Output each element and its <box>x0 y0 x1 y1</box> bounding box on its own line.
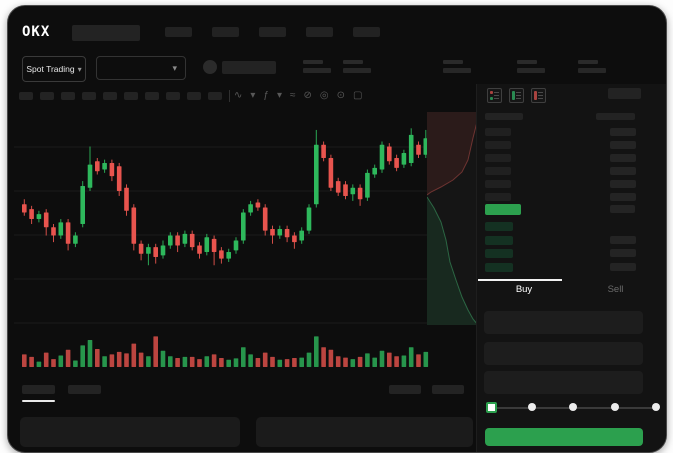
buy-submit-button[interactable] <box>485 428 643 446</box>
last-price-skeleton[interactable] <box>610 205 635 213</box>
ticker-stat <box>578 60 606 73</box>
book-all-icon[interactable] <box>487 88 502 103</box>
interval-button-skeleton[interactable] <box>40 92 54 100</box>
top-nav <box>165 27 380 37</box>
ask-row-skeleton[interactable] <box>485 180 511 188</box>
bid-row-skeleton[interactable] <box>610 249 636 257</box>
line-overlay-icon[interactable]: ≈ <box>290 90 296 101</box>
price-input-skeleton[interactable] <box>484 311 643 334</box>
ask-row-skeleton[interactable] <box>485 193 511 201</box>
slider-stop-0pct[interactable] <box>486 402 497 413</box>
book-asks-icon[interactable] <box>531 88 546 103</box>
order-book-view-toggles <box>487 88 546 103</box>
nav-item-skeleton[interactable] <box>212 27 239 37</box>
ask-row-skeleton[interactable] <box>610 154 636 162</box>
title-skeleton <box>72 25 140 41</box>
slider-stop-100pct[interactable] <box>652 403 660 411</box>
depth-chart <box>427 112 478 325</box>
indicators-icon[interactable]: ƒ <box>263 90 269 101</box>
tab-buy[interactable]: Buy <box>515 284 533 295</box>
ask-row-skeleton[interactable] <box>610 193 636 201</box>
interval-button-skeleton[interactable] <box>19 92 33 100</box>
precision-select-skeleton[interactable] <box>608 88 641 99</box>
bid-row-skeleton[interactable] <box>485 235 513 245</box>
candlestick-chart[interactable] <box>14 112 432 330</box>
book-bids-icon[interactable] <box>509 88 524 103</box>
app-window: OKX Spot Trading ▾ ▾ ∿ ▾ ƒ ▾ ≈ ⊘ ◎ ⊙ ▢ <box>7 5 667 453</box>
ask-row-skeleton[interactable] <box>610 141 636 149</box>
chart-tools: ∿ ▾ ƒ ▾ ≈ ⊘ ◎ ⊙ ▢ <box>234 88 362 104</box>
order-book-header-skeleton <box>596 113 635 120</box>
order-book-header-skeleton <box>485 113 523 120</box>
bid-row-skeleton[interactable] <box>610 262 636 271</box>
slider-stop-75pct[interactable] <box>610 403 619 411</box>
ask-row-skeleton[interactable] <box>610 180 636 188</box>
ask-row-skeleton[interactable] <box>610 128 636 136</box>
tab-sell[interactable]: Sell <box>607 284 624 295</box>
interval-button-skeleton[interactable] <box>145 92 159 100</box>
bid-row-skeleton[interactable] <box>610 235 636 244</box>
market-type-selector[interactable]: Spot Trading ▾ <box>22 56 86 82</box>
nav-item-skeleton[interactable] <box>165 27 192 37</box>
market-type-label: Spot Trading <box>26 64 75 74</box>
bottom-action-skeleton[interactable] <box>432 385 464 394</box>
interval-button-skeleton[interactable] <box>208 92 222 100</box>
volume-chart <box>22 336 429 367</box>
ask-row-skeleton[interactable] <box>485 128 511 136</box>
active-tab-underline <box>22 400 55 402</box>
chevron-down-icon[interactable]: ▾ <box>276 90 283 101</box>
ticker-stat <box>343 60 371 73</box>
bottom-action-skeleton[interactable] <box>389 385 421 394</box>
interval-button-skeleton[interactable] <box>187 92 201 100</box>
ask-row-skeleton[interactable] <box>485 167 511 175</box>
orders-panel-skeleton <box>20 417 240 447</box>
orders-panel-skeleton <box>256 417 473 447</box>
pair-name-skeleton <box>222 61 276 74</box>
chevron-down-icon[interactable]: ▾ <box>250 90 256 101</box>
interval-button-skeleton[interactable] <box>103 92 117 100</box>
toolbar-divider <box>229 90 230 102</box>
fullscreen-icon[interactable]: ▢ <box>353 90 363 101</box>
screenshot-icon[interactable]: ◎ <box>319 90 329 101</box>
ticker-stat <box>303 60 331 73</box>
interval-button-skeleton[interactable] <box>124 92 138 100</box>
nav-item-skeleton[interactable] <box>306 27 333 37</box>
time-history-icon[interactable]: ⊙ <box>336 90 346 101</box>
bid-row-skeleton[interactable] <box>485 262 513 272</box>
bid-row-skeleton[interactable] <box>485 222 513 231</box>
last-price-indicator[interactable] <box>485 204 521 215</box>
interval-button-skeleton[interactable] <box>82 92 96 100</box>
active-tab-underline <box>478 279 562 281</box>
pair-selector[interactable]: ▾ <box>96 56 186 80</box>
candle-style-icon[interactable]: ∿ <box>234 90 243 101</box>
interval-button-skeleton[interactable] <box>166 92 180 100</box>
total-input-skeleton[interactable] <box>484 371 643 394</box>
slider-stop-25pct[interactable] <box>527 403 536 411</box>
ask-row-skeleton[interactable] <box>485 154 511 162</box>
bottom-tab-skeleton[interactable] <box>68 385 101 394</box>
nav-item-skeleton[interactable] <box>353 27 380 37</box>
okx-logo: OKX <box>22 24 51 40</box>
ticker-stat <box>517 60 545 73</box>
bid-row-skeleton[interactable] <box>485 249 513 258</box>
slider-stop-50pct[interactable] <box>569 403 577 411</box>
bottom-tab-active-skeleton[interactable] <box>22 385 55 394</box>
amount-input-skeleton[interactable] <box>484 342 643 365</box>
ticker-stat <box>443 60 471 73</box>
chevron-down-icon: ▾ <box>172 62 177 73</box>
chevron-down-icon: ▾ <box>77 64 82 74</box>
interval-button-skeleton[interactable] <box>61 92 75 100</box>
ask-row-skeleton[interactable] <box>610 167 636 175</box>
token-avatar[interactable] <box>203 60 217 74</box>
interval-toolbar <box>19 92 222 100</box>
nav-item-skeleton[interactable] <box>259 27 286 37</box>
ask-row-skeleton[interactable] <box>485 141 511 149</box>
drawing-tools-icon[interactable]: ⊘ <box>303 90 312 101</box>
